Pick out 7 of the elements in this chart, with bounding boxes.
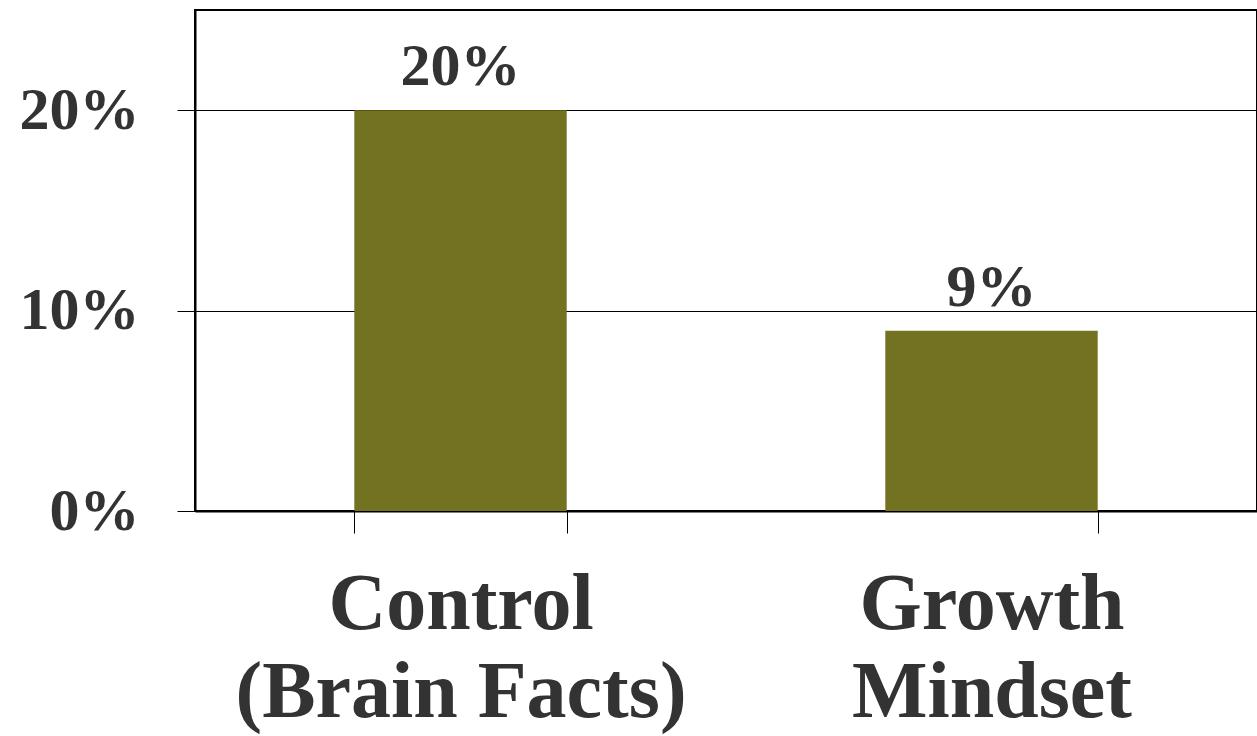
y-tick-label: 20% bbox=[19, 75, 140, 142]
data-label: 9% bbox=[946, 252, 1037, 319]
x-tick-label: Control (Brain Facts) bbox=[235, 557, 687, 735]
y-tick-label: 0% bbox=[49, 476, 140, 543]
y-tick-label: 10% bbox=[19, 276, 140, 343]
data-label: 20% bbox=[400, 32, 521, 99]
x-tick-label: Growth Mindset bbox=[852, 557, 1133, 734]
